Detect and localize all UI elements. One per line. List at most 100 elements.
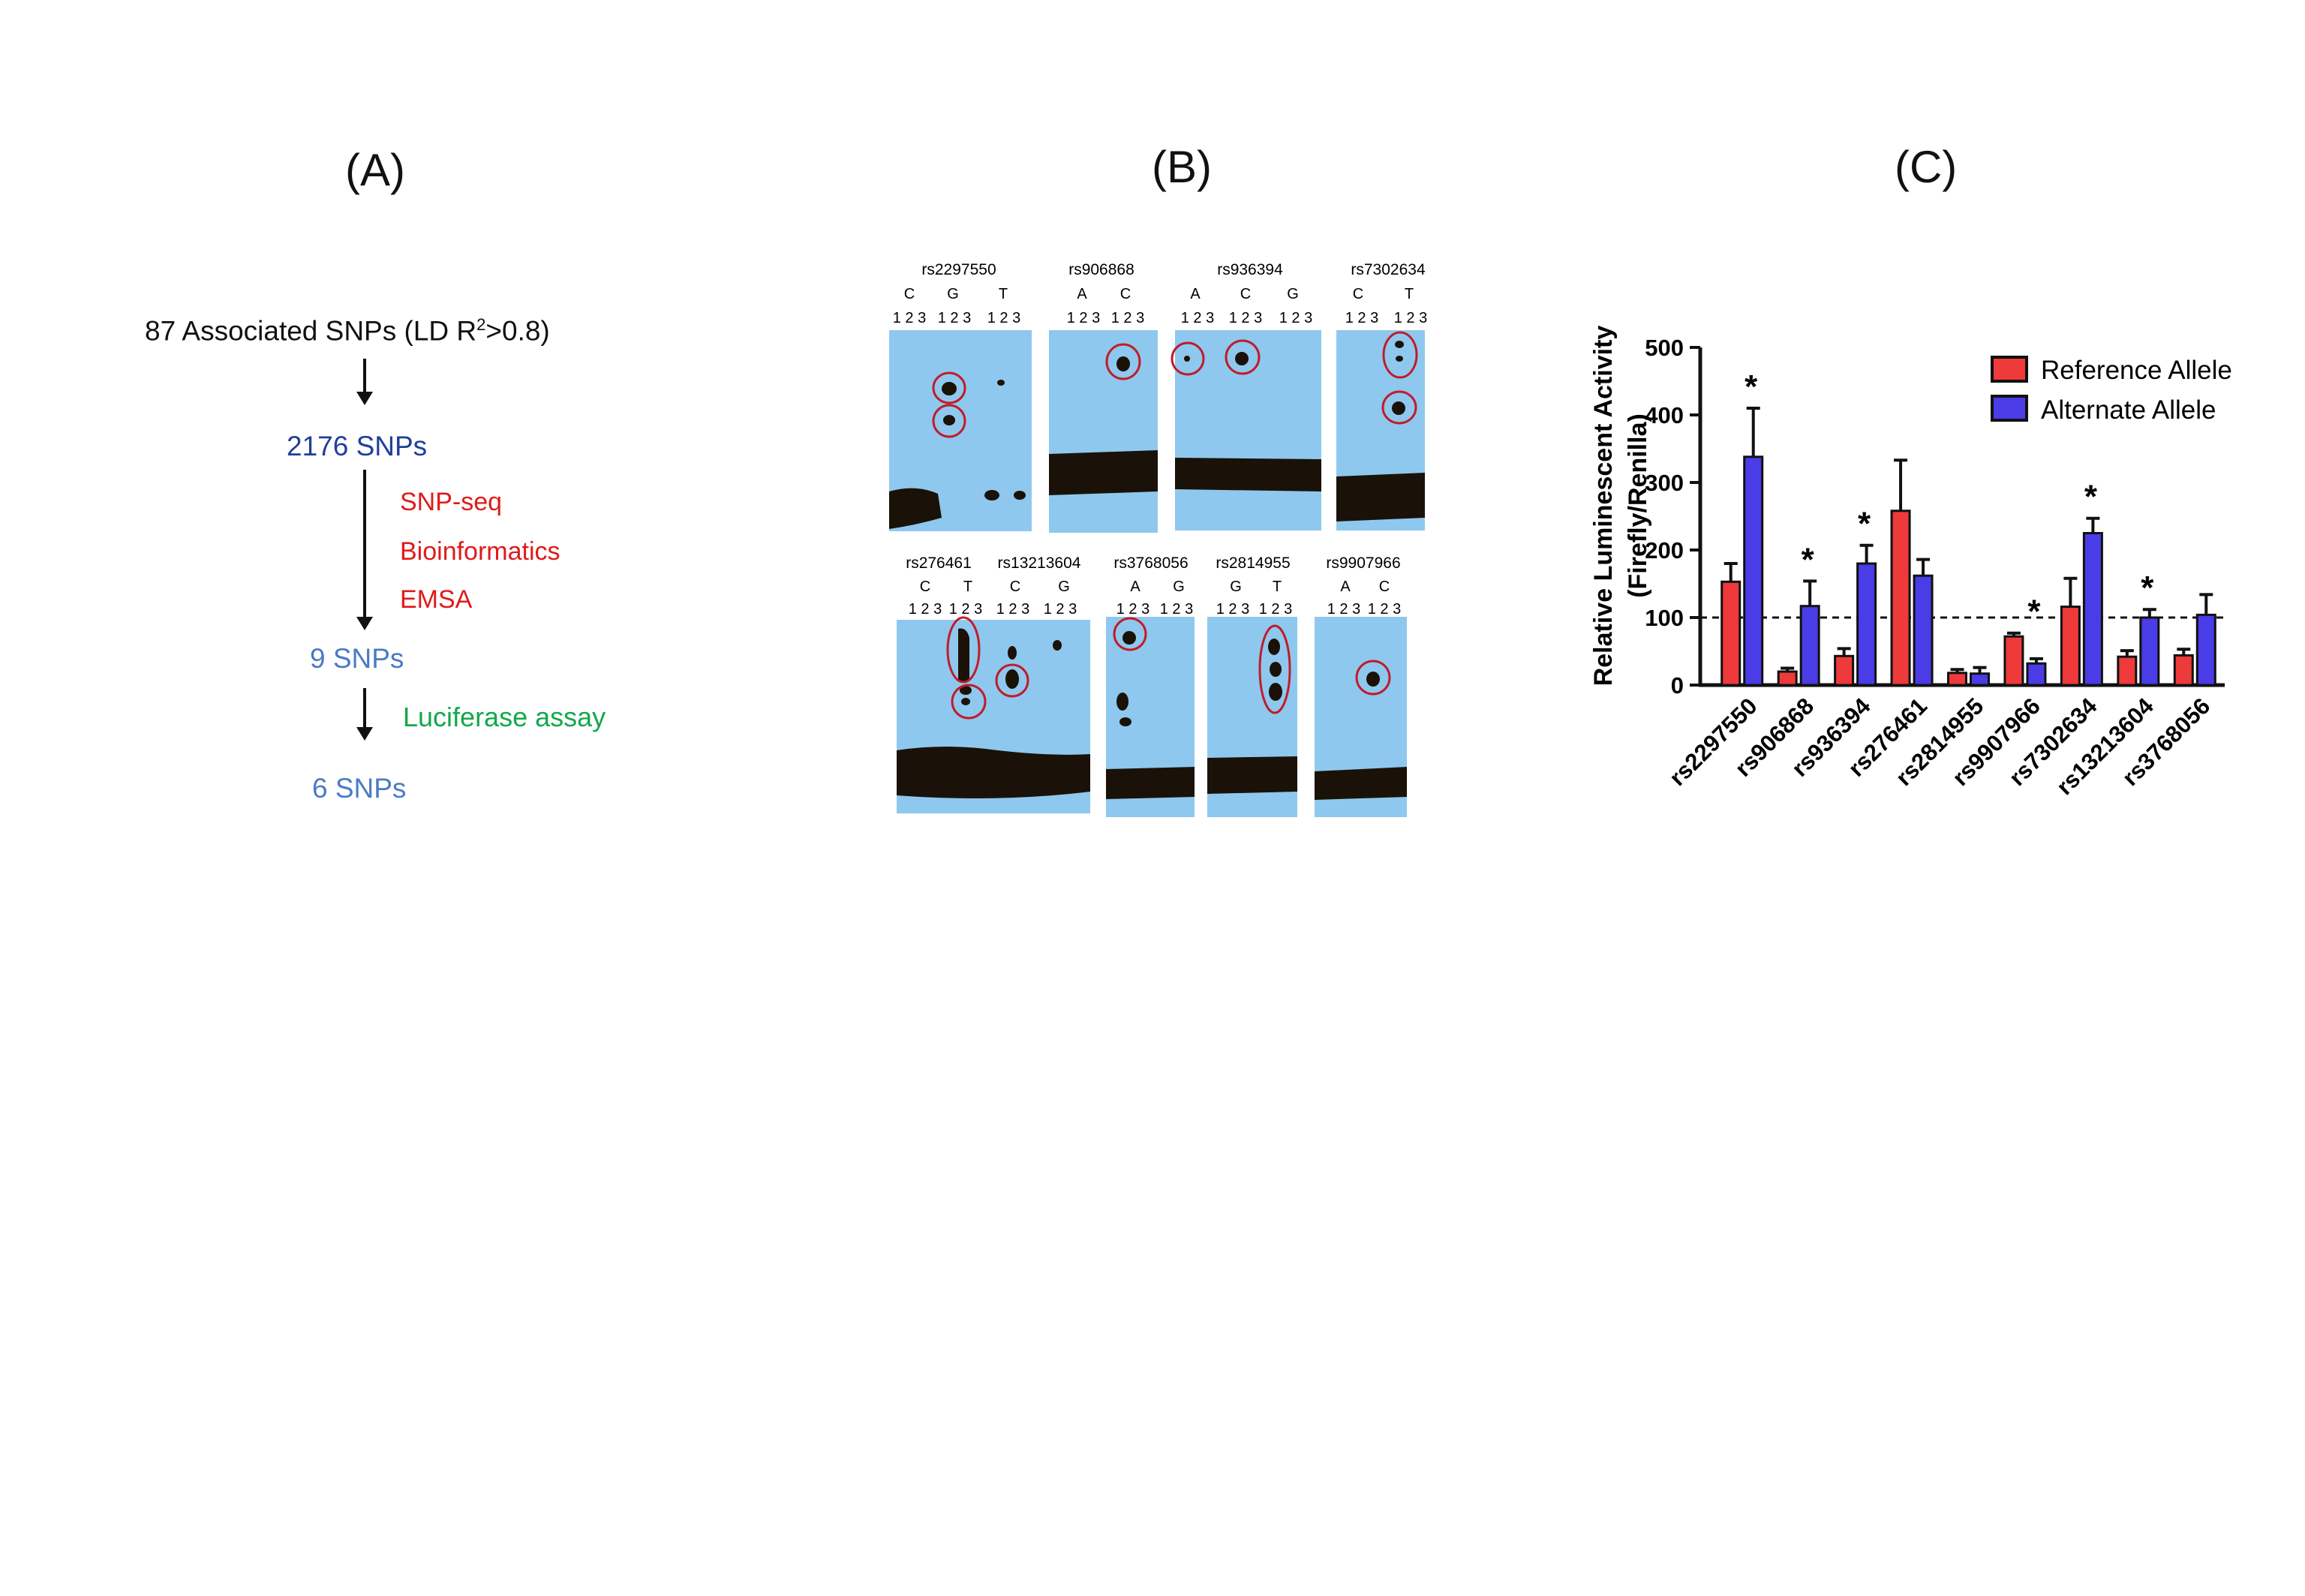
allele-label: C	[1010, 579, 1020, 595]
r-squared-superscript: 2	[476, 315, 486, 334]
bar-reference	[1777, 670, 1798, 687]
gel-title: rs2297550	[921, 261, 996, 278]
y-tick-label: 0	[1671, 672, 1684, 699]
significance-star: *	[1745, 368, 1758, 405]
gel-rs2297550	[889, 330, 1032, 531]
lane-numbers: 1 2 3	[1259, 601, 1292, 618]
bar-reference	[2173, 654, 2194, 687]
allele-label: T	[999, 286, 1008, 302]
lane-numbers: 1 2 3	[1116, 601, 1149, 618]
allele-label: A	[1190, 286, 1201, 302]
y-tick-label: 100	[1645, 605, 1684, 631]
gel-title: rs936394	[1217, 261, 1283, 278]
step-bioinformatics: Bioinformatics	[400, 537, 560, 566]
gel-title: rs7302634	[1351, 261, 1426, 278]
bar-reference	[1720, 580, 1742, 687]
y-tick-label: 500	[1645, 335, 1684, 361]
gel-title: rs276461	[906, 555, 972, 572]
allele-label: C	[1120, 286, 1131, 302]
allele-label: C	[904, 286, 915, 302]
associated-snps-text: 87 Associated SNPs (LD R2>0.8)	[145, 315, 550, 347]
bar-alternate	[1799, 605, 1820, 687]
allele-label: C	[920, 579, 930, 595]
y-tick-label: 300	[1645, 470, 1684, 496]
lane-numbers: 1 2 3	[909, 601, 942, 618]
step-snp-seq: SNP-seq	[400, 488, 503, 516]
lane-numbers: 1 2 3	[996, 601, 1029, 618]
lane-numbers: 1 2 3	[893, 310, 926, 326]
lane-numbers: 1 2 3	[1111, 310, 1144, 326]
lane-numbers: 1 2 3	[1216, 601, 1249, 618]
bar-reference	[2117, 655, 2138, 687]
bar-alternate	[1856, 562, 1877, 687]
bar-alternate	[2139, 616, 2160, 687]
significance-star: *	[2027, 594, 2041, 630]
bar-reference	[1947, 672, 1967, 687]
allele-label: G	[1058, 579, 1070, 595]
legend-swatch-reference	[1991, 356, 2028, 383]
bar-alternate	[1913, 574, 1934, 687]
allele-label: G	[1287, 286, 1299, 302]
allele-label: G	[1230, 579, 1242, 595]
snps-9: 9 SNPs	[310, 643, 404, 674]
bar-alternate	[1743, 455, 1764, 687]
significance-star: *	[2084, 479, 2098, 515]
gel-rs276461-rs13213604	[897, 616, 1090, 813]
y-tick-label: 200	[1645, 537, 1684, 564]
legend-label-reference: Reference Allele	[2041, 356, 2232, 385]
legend-label-alternate: Alternate Allele	[2041, 395, 2216, 425]
flow-arrow-2	[356, 470, 373, 630]
allele-label: C	[1353, 286, 1363, 302]
bar-alternate	[2082, 532, 2103, 687]
allele-label: G	[947, 286, 959, 302]
gel-rs3768056	[1106, 617, 1195, 817]
lane-numbers: 1 2 3	[1394, 310, 1427, 326]
associated-snps-suffix: >0.8)	[485, 315, 550, 347]
lane-numbers: 1 2 3	[1368, 601, 1401, 618]
allele-label: T	[1273, 579, 1282, 595]
lane-numbers: 1 2 3	[1044, 601, 1077, 618]
gel-rs9907966	[1315, 617, 1407, 817]
allele-label: T	[963, 579, 972, 595]
panel-a-label: (A)	[345, 145, 405, 195]
panel-c-label: (C)	[1895, 142, 1958, 192]
significance-star: *	[1802, 541, 1815, 578]
bar-reference	[1834, 654, 1855, 687]
gel-title: rs3768056	[1113, 555, 1188, 572]
gel-title: rs9907966	[1326, 555, 1400, 572]
gel-rs7302634	[1336, 330, 1425, 530]
gel-rs906868	[1049, 330, 1158, 533]
bar-reference	[1890, 509, 1911, 687]
allele-label: T	[1405, 286, 1414, 302]
gel-title: rs2814955	[1216, 555, 1290, 572]
lane-numbers: 1 2 3	[1229, 310, 1262, 326]
bar-alternate	[1970, 672, 1990, 687]
lane-numbers: 1 2 3	[1067, 310, 1100, 326]
lane-numbers: 1 2 3	[1160, 601, 1193, 618]
lane-numbers: 1 2 3	[1181, 310, 1214, 326]
panel-b-label: (B)	[1152, 142, 1212, 192]
lane-numbers: 1 2 3	[1345, 310, 1378, 326]
bar-reference	[2003, 635, 2024, 687]
gel-title: rs906868	[1068, 261, 1134, 278]
y-axis-label-line1: Relative Luminescent Activity	[1589, 326, 1618, 687]
allele-label: C	[1240, 286, 1251, 302]
allele-label: A	[1340, 579, 1351, 595]
step-luciferase: Luciferase assay	[403, 702, 606, 732]
allele-label: G	[1173, 579, 1185, 595]
significance-star: *	[2141, 570, 2154, 606]
y-tick-label: 400	[1645, 402, 1684, 428]
bar-alternate	[2026, 662, 2047, 687]
associated-snps-prefix: 87 Associated SNPs (LD R	[145, 315, 477, 347]
gel-rs2814955	[1207, 617, 1297, 817]
lane-numbers: 1 2 3	[938, 310, 971, 326]
step-emsa: EMSA	[400, 585, 473, 614]
bar-alternate	[2195, 613, 2216, 687]
allele-label: A	[1130, 579, 1140, 595]
gel-title: rs13213604	[998, 555, 1081, 572]
significance-star: *	[1858, 506, 1871, 543]
allele-label: C	[1379, 579, 1390, 595]
gel-rs936394	[1171, 330, 1321, 530]
